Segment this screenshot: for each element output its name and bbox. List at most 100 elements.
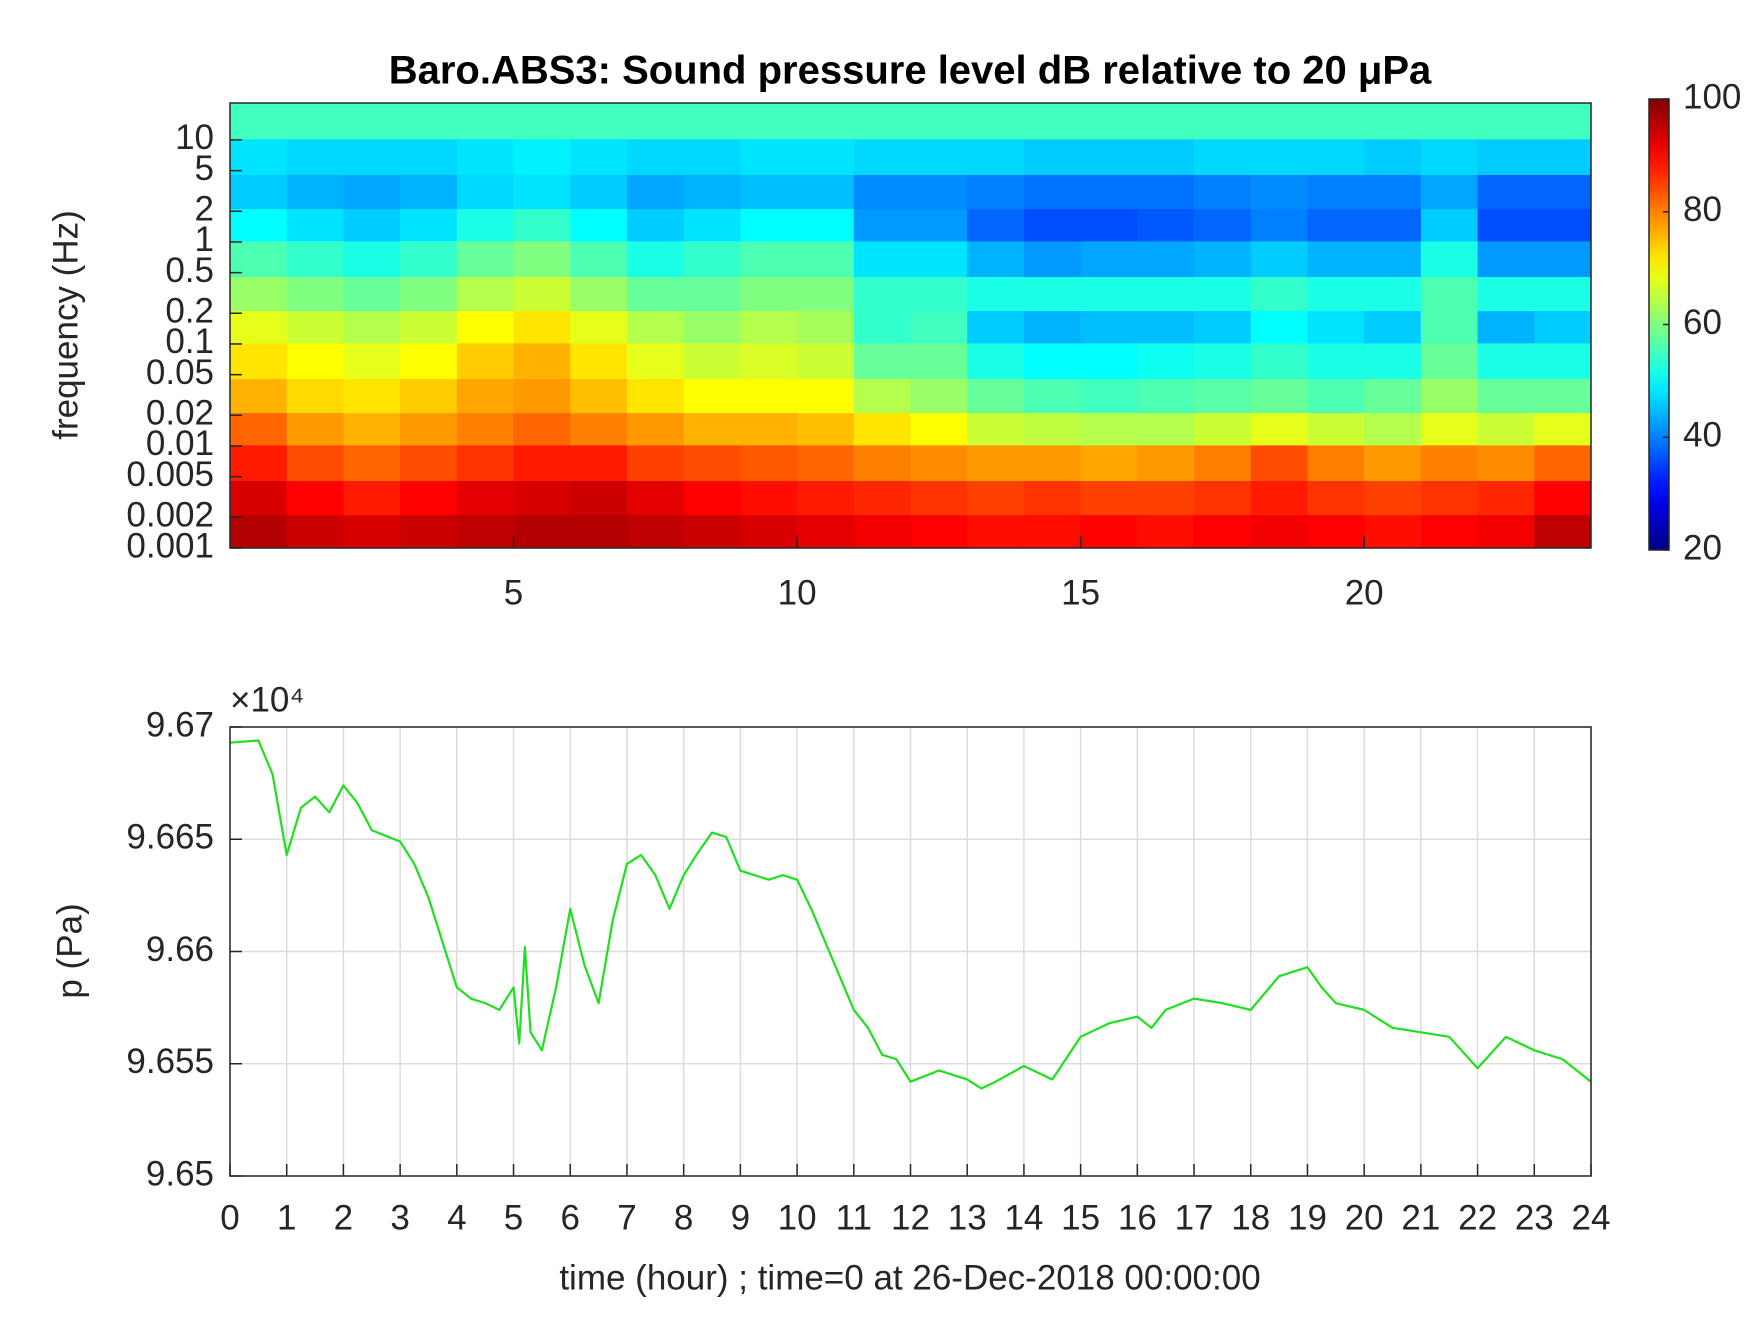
heat-cell	[400, 444, 458, 482]
heat-cell	[513, 240, 571, 278]
heat-cell	[1023, 174, 1082, 210]
heat-cell	[1534, 103, 1592, 140]
heat-cell	[1307, 174, 1365, 210]
heat-cell	[626, 480, 685, 516]
heat-cell	[1023, 378, 1082, 414]
heat-cell	[343, 276, 401, 312]
heat-cell	[400, 412, 458, 446]
y-tick-label: 0.01	[146, 424, 214, 463]
heat-cell	[343, 514, 401, 549]
heat-cell	[797, 174, 855, 210]
heat-cell	[570, 378, 628, 414]
heat-cell	[570, 514, 628, 549]
y-axis-label: p (Pa)	[50, 903, 89, 998]
heat-cell	[967, 240, 1025, 278]
heat-cell	[1420, 480, 1479, 516]
heat-cell	[1023, 208, 1082, 242]
heat-cell	[1477, 174, 1535, 210]
heat-cell	[1477, 342, 1535, 380]
heat-cell	[1137, 310, 1195, 344]
heat-cell	[456, 514, 515, 549]
x-tick-label: 3	[390, 1198, 409, 1237]
heat-cell	[740, 174, 798, 210]
y-tick-label: 9.665	[126, 818, 214, 857]
heat-cell	[513, 174, 571, 210]
heat-cell	[1250, 208, 1308, 242]
heat-cell	[1137, 444, 1195, 482]
heat-cell	[1420, 208, 1479, 242]
heat-cell	[230, 412, 288, 446]
heat-cell	[343, 342, 401, 380]
x-tick-label: 0	[220, 1198, 239, 1237]
y-multiplier: ×10⁴	[230, 680, 304, 719]
heat-cell	[1534, 310, 1592, 344]
heat-cell	[740, 276, 798, 312]
heat-cell	[400, 514, 458, 549]
heat-cell	[1307, 103, 1365, 140]
heat-cell	[230, 276, 288, 312]
heat-cell	[1534, 412, 1592, 446]
heat-cell	[513, 444, 571, 482]
heat-cell	[1023, 444, 1082, 482]
heat-cell	[683, 310, 741, 344]
plot-frame	[229, 726, 1592, 1177]
heat-cell	[1194, 138, 1252, 175]
heat-cell	[1194, 378, 1252, 414]
x-tick-label: 8	[674, 1198, 693, 1237]
heat-cell	[343, 103, 401, 140]
heat-cell	[1307, 276, 1365, 312]
heat-cell	[1194, 310, 1252, 344]
heat-cell	[1420, 514, 1479, 549]
heat-cell	[1194, 276, 1252, 312]
heat-cell	[1534, 480, 1592, 516]
heat-cell	[1194, 444, 1252, 482]
heat-cell	[626, 103, 685, 140]
heat-cell	[456, 174, 515, 210]
heat-cell	[1364, 342, 1422, 380]
heat-cell	[343, 444, 401, 482]
heat-cell	[230, 514, 288, 549]
plot-frame	[229, 102, 1592, 549]
heat-cell	[230, 103, 288, 140]
heat-cell	[230, 378, 288, 414]
heat-cell	[400, 138, 458, 175]
heat-cell	[1137, 378, 1195, 414]
heat-cell	[967, 378, 1025, 414]
heat-cell	[1080, 174, 1138, 210]
heat-cell	[456, 240, 515, 278]
heat-cell	[1364, 310, 1422, 344]
heat-cell	[1194, 412, 1252, 446]
heat-cell	[626, 310, 685, 344]
heat-cell	[797, 514, 855, 549]
heat-cell	[1307, 412, 1365, 446]
x-tick-label: 19	[1288, 1198, 1327, 1237]
heat-cell	[1477, 412, 1535, 446]
heat-cell	[513, 342, 571, 380]
heat-cell	[1137, 240, 1195, 278]
heat-cell	[456, 138, 515, 175]
x-tick-label: 23	[1515, 1198, 1554, 1237]
heat-cell	[1023, 138, 1082, 175]
heat-cell	[853, 480, 911, 516]
heat-cell	[1364, 138, 1422, 175]
heat-cell	[286, 444, 344, 482]
heat-cell	[513, 208, 571, 242]
y-tick-label: 0.001	[126, 526, 214, 565]
x-tick-label: 15	[1061, 573, 1100, 612]
x-tick-label: 7	[617, 1198, 636, 1237]
heat-cell	[740, 310, 798, 344]
y-tick-label: 0.005	[126, 455, 214, 494]
heat-cell	[286, 480, 344, 516]
colorbar-tick-label: 40	[1683, 416, 1722, 455]
heat-cell	[1137, 174, 1195, 210]
heat-cell	[286, 240, 344, 278]
heat-cell	[456, 103, 515, 140]
heat-cell	[570, 342, 628, 380]
heat-cell	[230, 240, 288, 278]
colorbar-tick-label: 100	[1683, 77, 1741, 116]
heat-cell	[967, 310, 1025, 344]
heat-cell	[967, 444, 1025, 482]
heat-cell	[343, 208, 401, 242]
heat-cell	[910, 240, 968, 278]
heat-cell	[797, 138, 855, 175]
